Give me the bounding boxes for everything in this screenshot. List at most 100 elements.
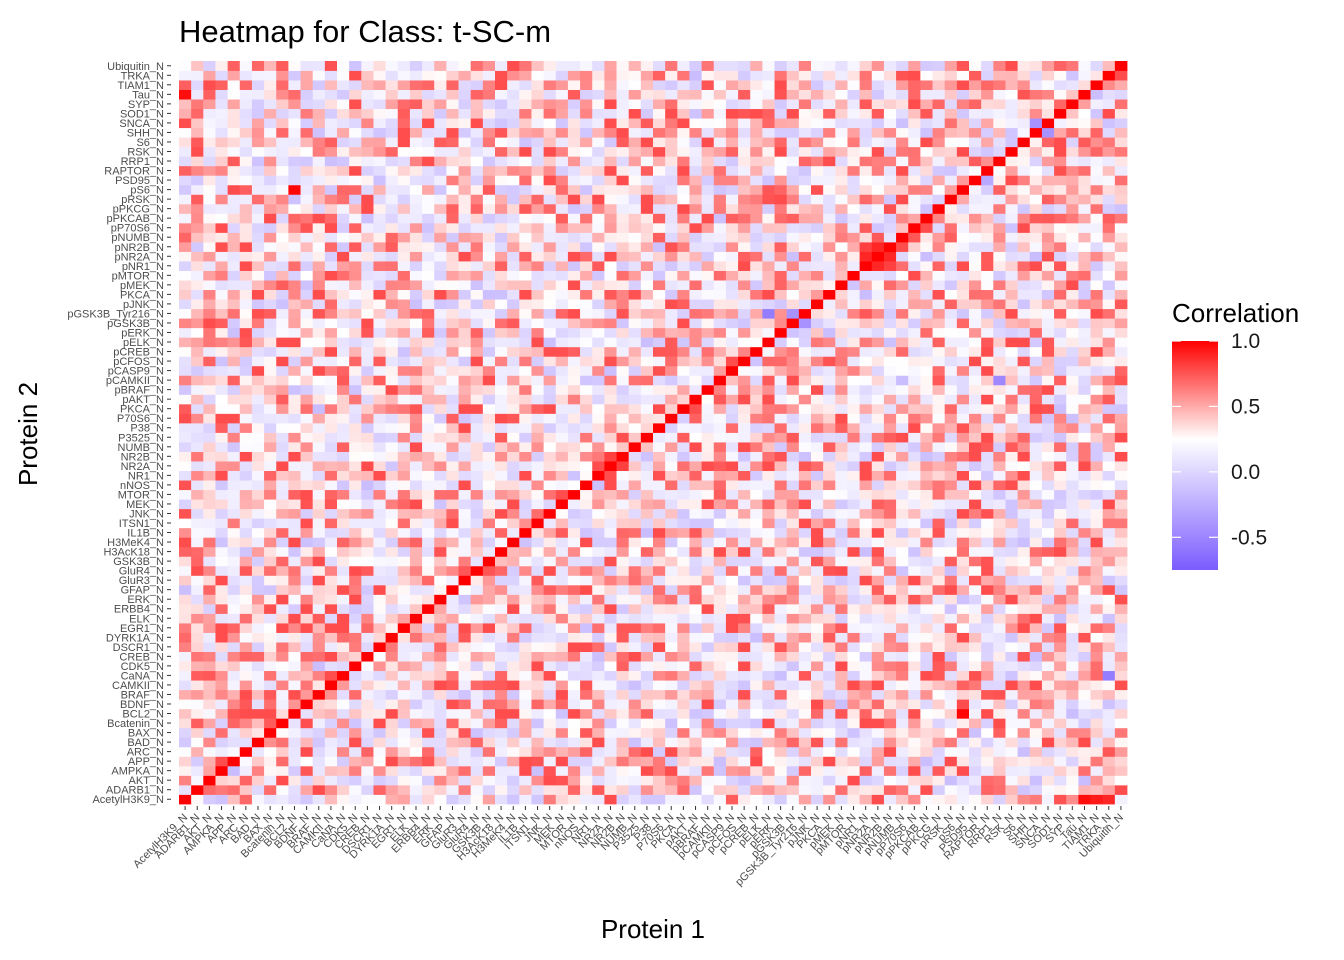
heatmap-cell xyxy=(227,613,241,624)
heatmap-cell xyxy=(871,737,885,748)
heatmap-cell xyxy=(653,308,666,319)
heatmap-cell xyxy=(264,746,277,757)
heatmap-cell xyxy=(750,489,763,500)
heatmap-cell xyxy=(191,375,204,386)
heatmap-cell xyxy=(811,461,824,472)
heatmap-cell xyxy=(531,642,545,652)
heatmap-cell xyxy=(470,432,484,443)
heatmap-cell xyxy=(276,241,289,252)
heatmap-cell xyxy=(616,394,630,405)
heatmap-cell xyxy=(786,327,800,338)
heatmap-cell xyxy=(191,708,204,719)
heatmap-cell xyxy=(385,718,399,729)
heatmap-cell xyxy=(1054,565,1067,576)
heatmap-cell xyxy=(932,565,946,576)
heatmap-cell xyxy=(239,565,253,576)
heatmap-cell xyxy=(762,784,775,795)
heatmap-cell xyxy=(1041,384,1055,395)
heatmap-cell xyxy=(944,670,958,681)
heatmap-cell xyxy=(774,499,788,510)
heatmap-cell xyxy=(495,489,508,500)
heatmap-cell xyxy=(203,594,216,605)
heatmap-cell xyxy=(592,384,605,395)
heatmap-cell xyxy=(264,422,277,433)
heatmap-cell xyxy=(507,794,520,805)
heatmap-cell xyxy=(1102,289,1116,300)
heatmap-cell xyxy=(264,613,277,624)
heatmap-cell xyxy=(835,670,848,681)
heatmap-cell xyxy=(944,537,958,548)
heatmap-cell xyxy=(920,775,933,786)
heatmap-cell xyxy=(1029,642,1043,652)
heatmap-cell xyxy=(835,213,848,224)
heatmap-cell xyxy=(567,613,581,624)
heatmap-cell xyxy=(969,775,982,786)
heatmap-cell xyxy=(762,232,775,243)
heatmap-cell xyxy=(944,689,958,700)
heatmap-cell xyxy=(871,689,885,700)
heatmap-cell xyxy=(482,461,496,472)
heatmap-cell xyxy=(543,203,557,214)
heatmap-cell xyxy=(762,280,775,291)
heatmap-cell xyxy=(604,480,617,491)
heatmap-cell xyxy=(1090,442,1104,452)
heatmap-cell xyxy=(908,384,921,395)
heatmap-cell xyxy=(847,784,861,795)
heatmap-cell xyxy=(288,480,301,491)
heatmap-cell xyxy=(871,499,885,510)
heatmap-cell xyxy=(993,365,1006,376)
heatmap-cell xyxy=(409,289,423,300)
heatmap-cell xyxy=(665,394,678,405)
heatmap-cell xyxy=(434,261,447,271)
heatmap-cell xyxy=(604,603,617,614)
heatmap-cell xyxy=(482,432,496,443)
heatmap-cell xyxy=(628,737,642,748)
heatmap-cell xyxy=(446,470,459,481)
heatmap-cell xyxy=(956,213,970,224)
heatmap-cell xyxy=(725,480,739,491)
heatmap-cell xyxy=(191,651,204,662)
heatmap-cell xyxy=(191,318,204,329)
heatmap-cell xyxy=(531,470,545,481)
heatmap-cell xyxy=(519,308,532,319)
heatmap-cell xyxy=(458,365,472,376)
heatmap-cell xyxy=(908,451,921,462)
heatmap-cell xyxy=(312,461,326,472)
heatmap-cell xyxy=(969,546,982,557)
heatmap-cell xyxy=(385,222,399,233)
heatmap-cell xyxy=(1078,737,1091,748)
heatmap-cell xyxy=(1017,261,1031,271)
heatmap-cell xyxy=(409,642,423,652)
heatmap-cell xyxy=(786,518,800,529)
heatmap-cell xyxy=(580,680,593,691)
heatmap-cell xyxy=(993,556,1006,567)
heatmap-cell xyxy=(750,451,763,462)
heatmap-cell xyxy=(1017,442,1031,452)
heatmap-cell xyxy=(798,784,812,795)
heatmap-cell xyxy=(1029,575,1043,586)
heatmap-cell xyxy=(458,432,472,443)
heatmap-cell xyxy=(458,699,472,710)
heatmap-cell xyxy=(397,299,411,310)
heatmap-cell xyxy=(300,403,314,414)
heatmap-cell xyxy=(932,232,946,243)
heatmap-cell xyxy=(932,527,946,538)
heatmap-cell xyxy=(835,289,848,300)
heatmap-cell xyxy=(1078,765,1091,776)
heatmap-cell xyxy=(337,737,350,748)
heatmap-cell xyxy=(725,746,739,757)
heatmap-cell xyxy=(956,451,970,462)
heatmap-cell xyxy=(592,480,605,491)
heatmap-cell xyxy=(750,565,763,576)
heatmap-cell xyxy=(1114,546,1128,557)
heatmap-cell xyxy=(580,394,593,405)
heatmap-cell xyxy=(179,670,192,681)
heatmap-cell xyxy=(580,318,593,329)
heatmap-cell xyxy=(580,546,593,557)
heatmap-cell xyxy=(215,356,229,367)
heatmap-cell xyxy=(1017,194,1031,205)
heatmap-cell xyxy=(713,356,727,367)
heatmap-cell xyxy=(592,194,605,205)
heatmap-cell xyxy=(956,356,970,367)
heatmap-cell xyxy=(774,384,788,395)
